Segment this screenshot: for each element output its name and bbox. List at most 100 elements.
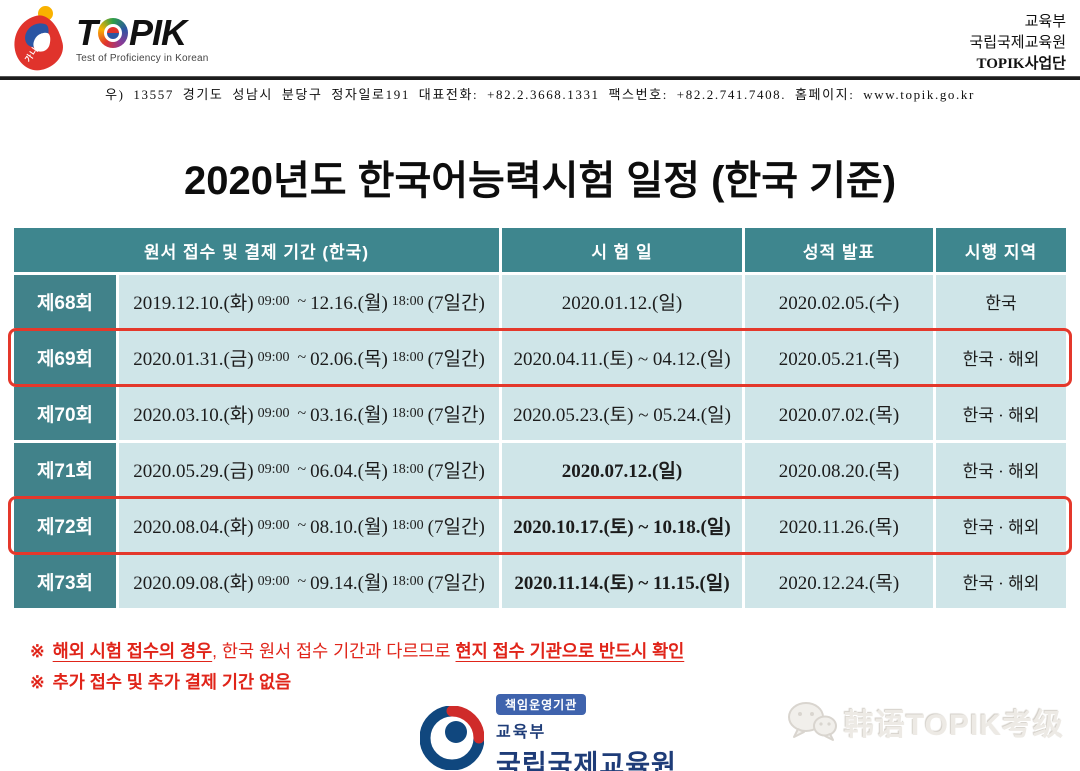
result-date-cell: 2020.02.05.(수) — [745, 275, 933, 328]
wechat-watermark: 韩语TOPIK考级 — [786, 700, 1064, 744]
logo-letter-t: T — [76, 11, 98, 53]
footnote-overseas: ※ 해외 시험 접수의 경우, 한국 원서 접수 기간과 다르므로 현지 접수 기… — [30, 636, 684, 667]
note-marker-icon: ※ — [30, 671, 45, 692]
footer-niied-logo: 책임운영기관 교육부 국립국제교육원 — [420, 694, 677, 771]
header-divider-rule — [0, 76, 1080, 80]
reg-end-time: 18:00 — [391, 293, 424, 309]
reg-start-date: 2020.05.29.(금) — [133, 461, 254, 482]
result-date-cell: 2020.08.20.(목) — [745, 443, 933, 496]
reg-duration: (7일간) — [427, 293, 485, 314]
exam-date-cell: 2020.10.17.(토) ~ 10.18.(일) — [502, 499, 742, 552]
region-cell: 한국 — [936, 275, 1066, 328]
row-label: 제72회 — [14, 499, 116, 552]
logo-tagline: Test of Proficiency in Korean — [76, 52, 209, 64]
result-date-cell: 2020.12.24.(목) — [745, 555, 933, 608]
region-cell: 한국 · 해외 — [936, 443, 1066, 496]
watermark-text: 韩语TOPIK考级 — [843, 709, 1064, 742]
footnotes: ※ 해외 시험 접수의 경우, 한국 원서 접수 기간과 다르므로 현지 접수 기… — [30, 636, 684, 697]
column-header-region: 시행 지역 — [936, 228, 1066, 272]
topik-swirl-emblem-icon: 가나다라 — [8, 6, 70, 75]
reg-tilde: ~ — [297, 516, 307, 534]
result-date-cell: 2020.05.21.(목) — [745, 331, 933, 384]
topik-o-ring-icon — [98, 17, 128, 48]
registration-period-cell: 2020.09.08.(화) 09:00 ~ 09.14.(월) 18:00 (… — [119, 555, 499, 608]
row-label: 제68회 — [14, 275, 116, 328]
org-ministry: 교육부 — [1024, 14, 1066, 30]
column-header-result-date: 성적 발표 — [745, 228, 933, 272]
reg-tilde: ~ — [297, 404, 307, 422]
taegeuk-emblem-icon — [420, 706, 484, 770]
reg-end-date: 06.04.(목) — [310, 461, 388, 482]
column-header-registration: 원서 접수 및 결제 기간 (한국) — [14, 228, 499, 272]
note-emphasis-2: 현지 접수 기관으로 반드시 확인 — [455, 641, 685, 661]
note-middle-text: , 한국 원서 접수 기간과 다르므로 — [212, 641, 456, 661]
org-block: 교육부 국립국제교육원 TOPIK사업단 — [969, 12, 1066, 75]
reg-duration: (7일간) — [427, 573, 485, 594]
exam-date-cell: 2020.01.12.(일) — [502, 275, 742, 328]
reg-tilde: ~ — [297, 572, 307, 590]
footnote-no-extra-period: ※ 추가 접수 및 추가 결제 기간 없음 — [30, 667, 684, 698]
reg-start-time: 09:00 — [257, 405, 290, 421]
reg-start-time: 09:00 — [257, 517, 290, 533]
footer-badge: 책임운영기관 — [496, 694, 587, 715]
org-institute: 국립국제교육원 — [969, 35, 1066, 51]
note-line2-text: 추가 접수 및 추가 결제 기간 없음 — [52, 671, 292, 692]
reg-end-date: 08.10.(월) — [310, 517, 388, 538]
reg-end-date: 02.06.(목) — [310, 349, 388, 370]
reg-end-time: 18:00 — [391, 405, 424, 421]
org-topik-team: TOPIK사업단 — [976, 56, 1066, 72]
reg-tilde: ~ — [297, 460, 307, 478]
region-cell: 한국 · 해외 — [936, 555, 1066, 608]
topik-logo: 가나다라 T PIK Test of Proficiency in Korean — [8, 6, 209, 75]
reg-end-date: 03.16.(월) — [310, 405, 388, 426]
reg-tilde: ~ — [297, 292, 307, 310]
exam-date-cell: 2020.11.14.(토) ~ 11.15.(일) — [502, 555, 742, 608]
page-title: 2020년도 한국어능력시험 일정 (한국 기준) — [183, 159, 897, 203]
reg-start-time: 09:00 — [257, 461, 290, 477]
footer-ministry: 교육부 — [496, 724, 547, 741]
note-emphasis-1: 해외 시험 접수의 경우 — [52, 641, 213, 661]
reg-start-date: 2020.03.10.(화) — [133, 405, 254, 426]
reg-start-time: 09:00 — [257, 349, 290, 365]
column-header-exam-date: 시 험 일 — [502, 228, 742, 272]
reg-end-time: 18:00 — [391, 573, 424, 589]
footer-institute: 국립국제교육원 — [496, 750, 677, 771]
address-contact-line: 우) 13557 경기도 성남시 분당구 정자일로191 대표전화: +82.2… — [105, 87, 975, 102]
registration-period-cell: 2020.03.10.(화) 09:00 ~ 03.16.(월) 18:00 (… — [119, 387, 499, 440]
reg-end-date: 09.14.(월) — [310, 573, 388, 594]
reg-end-date: 12.16.(월) — [310, 293, 388, 314]
footer-org-text: 책임운영기관 교육부 국립국제교육원 — [496, 694, 677, 771]
reg-duration: (7일간) — [427, 405, 485, 426]
registration-period-cell: 2019.12.10.(화) 09:00 ~ 12.16.(월) 18:00 (… — [119, 275, 499, 328]
region-cell: 한국 · 해외 — [936, 499, 1066, 552]
reg-end-time: 18:00 — [391, 349, 424, 365]
logo-letters-pik: PIK — [129, 11, 187, 53]
reg-duration: (7일간) — [427, 461, 485, 482]
reg-duration: (7일간) — [427, 349, 485, 370]
row-label: 제70회 — [14, 387, 116, 440]
result-date-cell: 2020.11.26.(목) — [745, 499, 933, 552]
registration-period-cell: 2020.05.29.(금) 09:00 ~ 06.04.(목) 18:00 (… — [119, 443, 499, 496]
reg-end-time: 18:00 — [391, 517, 424, 533]
reg-start-time: 09:00 — [257, 573, 290, 589]
schedule-table: 원서 접수 및 결제 기간 (한국) 시 험 일 성적 발표 시행 지역 제68… — [14, 228, 1066, 608]
exam-date-cell: 2020.05.23.(토) ~ 05.24.(일) — [502, 387, 742, 440]
row-label: 제73회 — [14, 555, 116, 608]
note-marker-icon: ※ — [30, 641, 45, 661]
reg-tilde: ~ — [297, 348, 307, 366]
exam-date-cell: 2020.04.11.(토) ~ 04.12.(일) — [502, 331, 742, 384]
registration-period-cell: 2020.08.04.(화) 09:00 ~ 08.10.(월) 18:00 (… — [119, 499, 499, 552]
region-cell: 한국 · 해외 — [936, 331, 1066, 384]
reg-start-date: 2020.09.08.(화) — [133, 573, 254, 594]
wechat-icon — [787, 702, 837, 741]
reg-end-time: 18:00 — [391, 461, 424, 477]
reg-start-date: 2019.12.10.(화) — [133, 293, 254, 314]
reg-start-time: 09:00 — [257, 293, 290, 309]
exam-date-cell: 2020.07.12.(일) — [502, 443, 742, 496]
topik-o-taegeuk-icon — [107, 26, 119, 39]
registration-period-cell: 2020.01.31.(금) 09:00 ~ 02.06.(목) 18:00 (… — [119, 331, 499, 384]
row-label: 제69회 — [14, 331, 116, 384]
topik-wordmark: T PIK Test of Proficiency in Korean — [76, 11, 209, 64]
region-cell: 한국 · 해외 — [936, 387, 1066, 440]
